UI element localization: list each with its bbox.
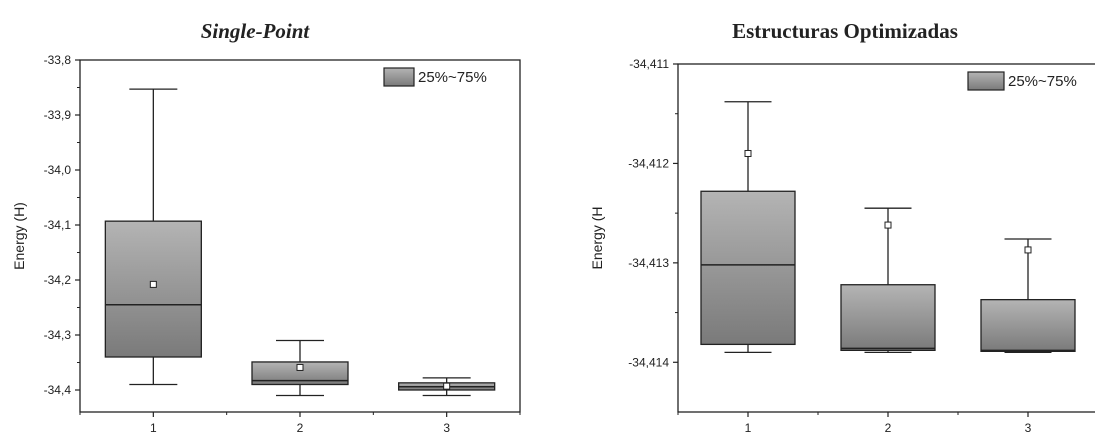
- mean-marker: [1024, 246, 1032, 254]
- mean-marker: [744, 149, 752, 157]
- chart-title: Single-Point: [201, 19, 311, 43]
- chart-single-point: Single-Point -33,8 -33,9 -34,0 -34,1 -34,2 -3…: [0, 0, 548, 439]
- mean-marker: [443, 382, 451, 390]
- box-2: [840, 207, 936, 353]
- x-tick-label: 2: [297, 421, 304, 435]
- iqr-box: [840, 284, 936, 352]
- chart-estructuras-optimizadas: Estructuras Optimizadas -34,411 -34,412 -3…: [548, 0, 1095, 439]
- chart-estructuras-optimizadas-svg: Estructuras Optimizadas -34,411 -34,412 -3…: [589, 19, 1095, 435]
- box-1: [104, 88, 202, 386]
- x-tick-label: 3: [1025, 421, 1032, 435]
- iqr-box: [980, 298, 1076, 352]
- legend-swatch: [383, 67, 415, 87]
- x-tick-label: 2: [885, 421, 892, 435]
- box-3: [398, 377, 496, 397]
- y-tick-label: -34,412: [628, 156, 669, 170]
- mean-marker: [149, 280, 157, 288]
- mean-marker: [296, 363, 304, 371]
- legend: 25%~75%: [383, 67, 487, 87]
- y-tick-label: -34,2: [44, 273, 72, 287]
- x-tick-label: 1: [150, 421, 157, 435]
- legend: 25%~75%: [967, 71, 1077, 91]
- y-tick-label: -34,1: [44, 218, 72, 232]
- y-tick-label: -33,8: [44, 53, 72, 67]
- y-axis-label: Energy (H: [589, 206, 605, 269]
- chart-single-point-svg: Single-Point -33,8 -33,9 -34,0 -34,1 -34,2 -3…: [11, 19, 521, 435]
- y-tick-label: -34,0: [44, 163, 72, 177]
- y-tick-label: -34,413: [628, 256, 669, 270]
- box-2: [251, 339, 349, 397]
- y-axis-label: Energy (H): [11, 202, 27, 270]
- iqr-box: [700, 190, 796, 346]
- box-1: [700, 101, 796, 353]
- y-tick-label: -34,414: [628, 355, 669, 369]
- y-tick-label: -33,9: [44, 108, 72, 122]
- mean-marker: [884, 221, 892, 229]
- y-tick-label: -34,3: [44, 328, 72, 342]
- box-3: [980, 238, 1076, 353]
- y-tick-label: -34,4: [44, 383, 72, 397]
- legend-label: 25%~75%: [1008, 73, 1077, 90]
- chart-title: Estructuras Optimizadas: [732, 19, 958, 43]
- iqr-box: [251, 361, 349, 386]
- iqr-box: [104, 220, 202, 358]
- x-tick-label: 3: [443, 421, 450, 435]
- x-tick-label: 1: [745, 421, 752, 435]
- legend-swatch: [967, 71, 1005, 91]
- y-tick-label: -34,411: [629, 57, 669, 71]
- legend-label: 25%~75%: [418, 69, 487, 86]
